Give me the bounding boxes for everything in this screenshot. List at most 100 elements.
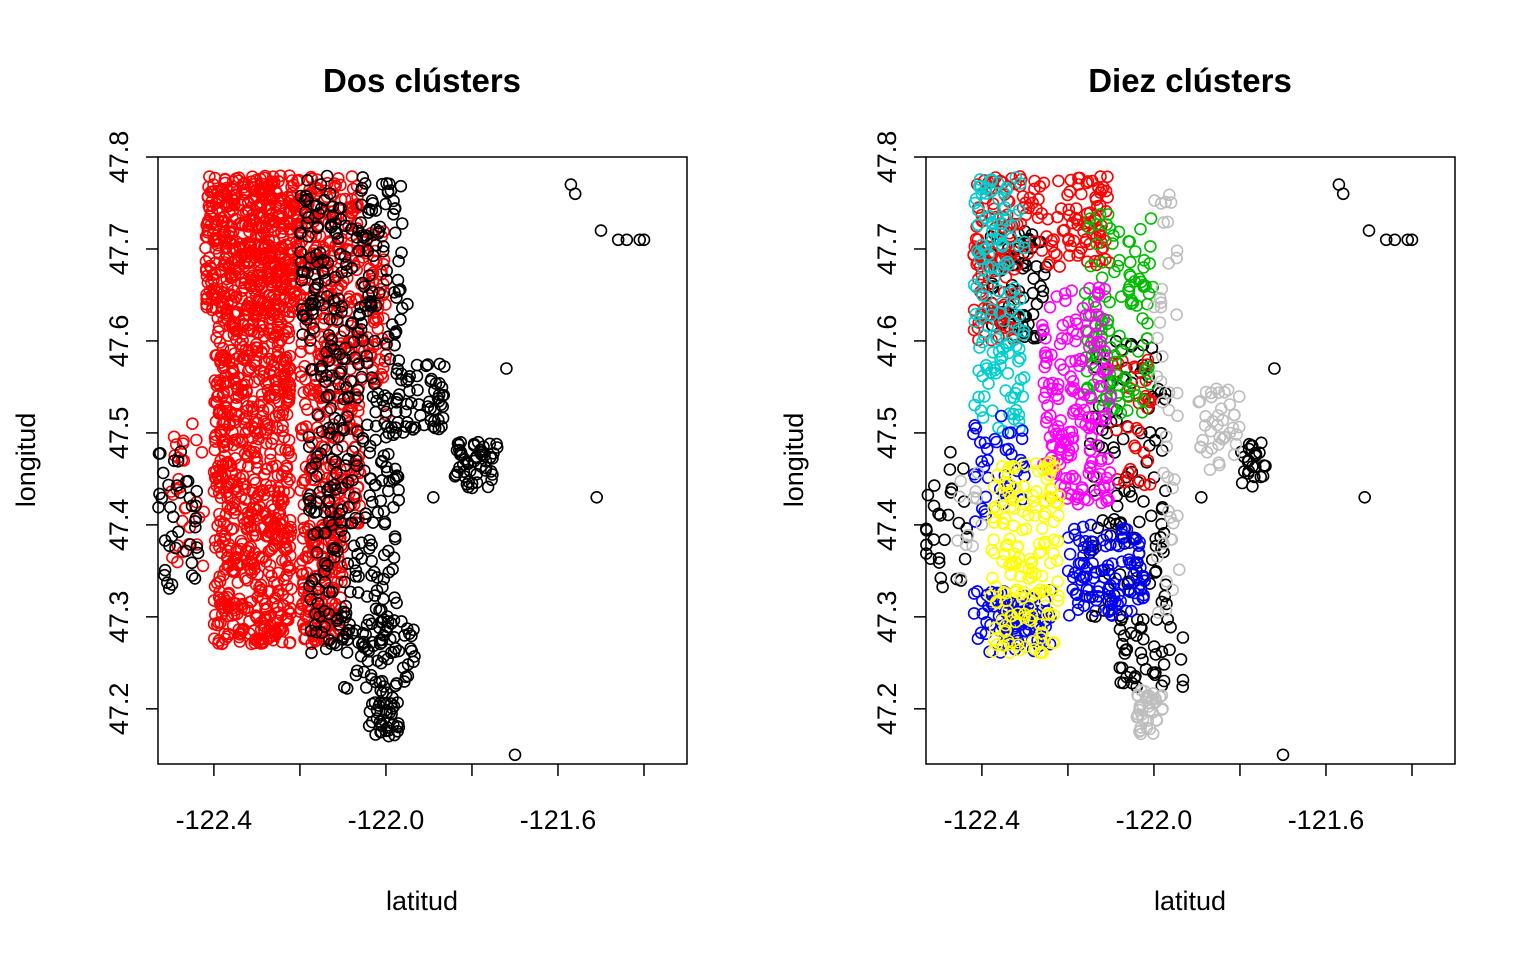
data-point-series-0 [280, 470, 294, 483]
data-point-series-0 [216, 188, 229, 202]
data-point-series-0 [347, 498, 361, 512]
data-point-series-1 [324, 339, 338, 353]
data-point-series-1 [163, 539, 176, 553]
data-point-series-0 [283, 636, 296, 650]
data-point-series-0 [1113, 622, 1127, 636]
data-point-series-0 [276, 424, 289, 438]
data-point-series-1 [340, 626, 354, 640]
data-point-series-1 [188, 572, 202, 585]
data-point-series-0 [1030, 260, 1043, 273]
data-point-series-7 [1170, 308, 1183, 322]
data-point-series-1 [339, 459, 352, 472]
data-point-series-0 [283, 305, 297, 319]
data-point-series-0 [282, 486, 296, 500]
data-point-series-0 [262, 529, 275, 543]
plot-box [925, 156, 1456, 765]
data-point-series-2 [996, 424, 1010, 438]
data-point-series-0 [265, 523, 279, 536]
data-point-series-1 [347, 539, 361, 553]
data-point-series-1 [391, 416, 405, 429]
data-point-series-0 [279, 279, 293, 292]
data-point-series-0 [254, 200, 268, 213]
data-point-series-0 [213, 570, 226, 583]
data-point-series-1 [330, 638, 344, 652]
data-point-series-1 [369, 405, 383, 419]
data-point-series-1 [327, 342, 341, 356]
data-point-series-0 [201, 223, 215, 237]
data-point-series-1 [309, 199, 323, 212]
data-point-series-1 [992, 330, 1005, 344]
data-point-series-1 [318, 557, 332, 570]
data-point-series-1 [307, 322, 320, 335]
data-point-series-0 [304, 528, 317, 541]
data-point-series-2 [992, 192, 1005, 205]
data-point-series-0 [1036, 284, 1050, 298]
data-point-series-0 [201, 291, 214, 304]
data-point-series-1 [363, 489, 377, 502]
data-point-series-5 [1015, 432, 1029, 446]
data-point-series-1 [319, 375, 332, 389]
data-point-series-1 [301, 230, 315, 243]
data-point-series-0 [210, 576, 224, 590]
data-point-series-0 [246, 317, 260, 330]
data-point-series-0 [272, 175, 285, 188]
data-point-series-1 [320, 390, 334, 404]
data-point-series-1 [1016, 190, 1030, 203]
data-point-series-1 [358, 299, 372, 312]
data-point-series-0 [232, 248, 246, 262]
data-point-series-0 [256, 409, 270, 423]
data-point-series-0 [1089, 610, 1102, 623]
data-point-series-1 [322, 421, 336, 435]
axis-ticks: -122.4 -122.0 -121.6 47.2 47.3 47.4 47.5 47.6 47… [104, 131, 645, 835]
data-point-series-0 [1137, 495, 1150, 508]
data-point-series-0 [1107, 441, 1120, 454]
data-point-series-0 [282, 444, 295, 457]
data-point-series-1 [1031, 211, 1045, 225]
data-point-series-1 [337, 324, 351, 338]
data-point-series-1 [373, 220, 387, 234]
data-point-series-0 [958, 552, 972, 566]
data-point-series-0 [213, 403, 226, 417]
data-point-series-0 [1116, 637, 1129, 651]
data-point-series-0 [344, 422, 357, 436]
data-point-series-0 [231, 432, 244, 446]
data-point-series-1 [611, 233, 625, 247]
data-point-series-0 [213, 585, 226, 598]
data-point-series-1 [359, 507, 373, 521]
data-point-series-1 [354, 216, 368, 229]
data-point-series-0 [1276, 748, 1290, 762]
data-point-series-1 [395, 615, 408, 628]
data-point-series-1 [369, 204, 383, 217]
data-point-series-0 [1026, 307, 1040, 321]
data-point-series-0 [234, 534, 248, 548]
data-point-series-0 [1155, 502, 1169, 516]
data-point-series-1 [411, 383, 424, 397]
data-point-series-1 [449, 468, 463, 482]
data-point-series-1 [188, 514, 202, 528]
data-point-series-1 [374, 684, 388, 697]
data-point-series-0 [234, 542, 247, 556]
x-tick-label: -122.4 [176, 805, 253, 835]
data-point-series-0 [1164, 620, 1177, 634]
data-point-series-1 [363, 446, 377, 460]
data-point-series-1 [340, 682, 354, 695]
data-point-series-1 [381, 652, 394, 666]
data-point-series-1 [381, 184, 395, 198]
data-point-series-1 [326, 543, 340, 556]
data-point-series-1 [1063, 209, 1076, 222]
data-point-series-1 [319, 526, 333, 540]
data-point-series-0 [351, 404, 365, 418]
data-point-series-1 [1121, 420, 1135, 434]
data-point-series-0 [240, 522, 254, 536]
data-point-series-2 [992, 284, 1005, 298]
data-point-series-0 [262, 352, 276, 366]
data-point-series-1 [318, 273, 332, 287]
data-point-series-1 [388, 202, 402, 216]
data-point-series-0 [239, 183, 253, 197]
data-point-series-3 [1134, 222, 1147, 236]
data-point-series-1 [296, 328, 309, 341]
data-point-series-1 [1058, 223, 1071, 237]
data-point-series-0 [267, 215, 281, 229]
data-point-series-1 [470, 476, 484, 489]
data-point-series-0 [334, 178, 347, 192]
